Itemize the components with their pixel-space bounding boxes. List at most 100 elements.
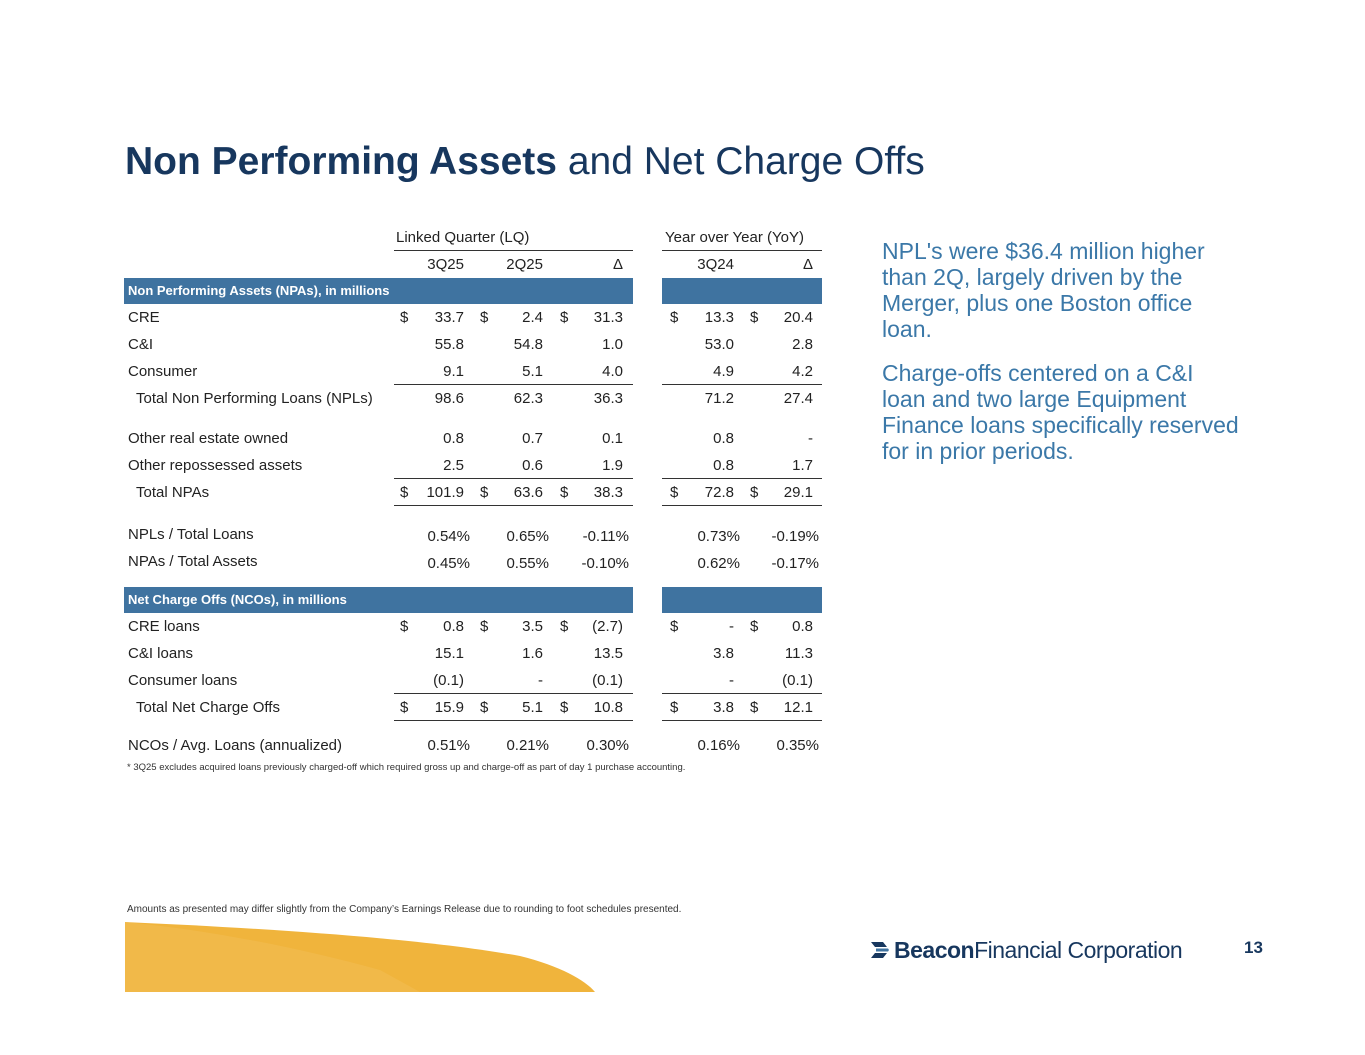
nco-row-dollar-c5-0: $ bbox=[750, 618, 759, 635]
nco-row-value-c1-0: 0.8 bbox=[443, 618, 464, 635]
nco-section-band-yoy bbox=[662, 587, 822, 613]
nco-row-value-c3-0: (2.7) bbox=[592, 618, 623, 635]
logo-text: BeaconFinancial Corporation bbox=[894, 936, 1183, 963]
nco-row-value-c2-2: - bbox=[538, 672, 543, 689]
ratio-value-c2-0: 0.65% bbox=[506, 528, 549, 545]
nco-row-value-c4-4: 0.16% bbox=[697, 737, 740, 754]
footnote: * 3Q25 excludes acquired loans previousl… bbox=[127, 762, 686, 773]
ratio-value-c3-1: -0.10% bbox=[581, 555, 629, 572]
nco-row-dollar-c2-3: $ bbox=[480, 699, 489, 716]
nco-section-band-label: Net Charge Offs (NCOs), in millions bbox=[128, 592, 347, 607]
npa-row-value-c1-3: 98.6 bbox=[434, 390, 464, 407]
npa-row-label-0: CRE bbox=[128, 309, 160, 326]
nco-row-value-c3-3: 10.8 bbox=[593, 699, 623, 716]
side-paragraph-chargeoffs: Charge-offs centered on a C&I loan and t… bbox=[882, 360, 1239, 464]
npa-row-label-6: Total NPAs bbox=[136, 484, 210, 501]
nco-row-value-c1-1: 15.1 bbox=[434, 645, 464, 662]
npa-row-dollar-c1-6: $ bbox=[400, 484, 409, 501]
npa-row-value-c4-3: 71.2 bbox=[704, 390, 734, 407]
ratio-value-c2-1: 0.55% bbox=[506, 555, 549, 572]
page-number: 13 bbox=[1244, 938, 1263, 957]
nco-row-value-c1-2: (0.1) bbox=[433, 672, 464, 689]
nco-row-value-c5-4: 0.35% bbox=[776, 737, 819, 754]
nco-row-value-c4-1: 3.8 bbox=[713, 645, 734, 662]
npa-row-value-c5-4: - bbox=[808, 430, 813, 447]
nco-row-label-2: Consumer loans bbox=[128, 672, 238, 689]
nco-row-dollar-c4-3: $ bbox=[670, 699, 679, 716]
nco-row-dollar-c3-3: $ bbox=[560, 699, 569, 716]
side-paragraph-npl: NPL's were $36.4 million higher than 2Q,… bbox=[882, 238, 1205, 342]
npa-row-dollar-c4-6: $ bbox=[670, 484, 679, 501]
header-linked-quarter: Linked Quarter (LQ) bbox=[396, 229, 530, 246]
nco-row-dollar-c1-3: $ bbox=[400, 699, 409, 716]
ratio-value-c5-0: -0.19% bbox=[771, 528, 819, 545]
nco-row-value-c4-3: 3.8 bbox=[713, 699, 734, 716]
col-header-2q25: 2Q25 bbox=[506, 256, 543, 273]
divider-line bbox=[394, 693, 633, 694]
company-logo: BeaconFinancial Corporation bbox=[870, 935, 1183, 965]
npa-row-value-c5-2: 4.2 bbox=[792, 363, 813, 380]
nco-row-label-3: Total Net Charge Offs bbox=[136, 699, 280, 716]
npa-row-value-c3-5: 1.9 bbox=[602, 457, 623, 474]
nco-row-value-c1-3: 15.9 bbox=[434, 699, 464, 716]
npa-row-value-c4-0: 13.3 bbox=[704, 309, 734, 326]
nco-row-value-c2-1: 1.6 bbox=[522, 645, 543, 662]
nco-row-value-c5-1: 11.3 bbox=[784, 645, 813, 662]
npa-row-dollar-c2-0: $ bbox=[480, 309, 489, 326]
npa-row-value-c5-1: 2.8 bbox=[792, 336, 813, 353]
ratio-value-c1-1: 0.45% bbox=[427, 555, 470, 572]
npa-row-value-c2-0: 2.4 bbox=[522, 309, 543, 326]
npa-row-value-c5-3: 27.4 bbox=[783, 390, 813, 407]
npa-row-label-5: Other repossessed assets bbox=[128, 457, 303, 474]
divider-line bbox=[394, 384, 633, 385]
ratio-value-c4-0: 0.73% bbox=[697, 528, 740, 545]
npa-row-dollar-c5-0: $ bbox=[750, 309, 759, 326]
npa-row-value-c2-3: 62.3 bbox=[513, 390, 543, 407]
npa-row-value-c2-4: 0.7 bbox=[522, 430, 543, 447]
ratio-label-1: NPAs / Total Assets bbox=[128, 553, 258, 570]
divider-line bbox=[394, 505, 633, 506]
ratio-value-c3-0: -0.11% bbox=[582, 528, 629, 545]
divider-line bbox=[394, 478, 633, 479]
nco-row-dollar-c4-0: $ bbox=[670, 618, 679, 635]
disclaimer: Amounts as presented may differ slightly… bbox=[127, 904, 682, 915]
npa-row-value-c3-3: 36.3 bbox=[593, 390, 623, 407]
divider-line bbox=[662, 505, 822, 506]
col-header-3q25: 3Q25 bbox=[427, 256, 464, 273]
nco-row-dollar-c2-0: $ bbox=[480, 618, 489, 635]
npa-row-label-1: C&I bbox=[128, 336, 154, 353]
npa-row-label-3: Total Non Performing Loans (NPLs) bbox=[136, 390, 373, 407]
col-header-delta-lq: Δ bbox=[612, 256, 623, 273]
npa-row-dollar-c4-0: $ bbox=[670, 309, 679, 326]
ratio-value-c5-1: -0.17% bbox=[771, 555, 819, 572]
nco-row-dollar-c1-0: $ bbox=[400, 618, 409, 635]
header-yoy-underline bbox=[662, 250, 822, 251]
header-year-over-year: Year over Year (YoY) bbox=[665, 229, 804, 246]
npa-row-value-c3-6: 38.3 bbox=[593, 484, 623, 501]
divider-line bbox=[394, 720, 633, 721]
page-title: Non Performing Assets and Net Charge Off… bbox=[125, 140, 925, 184]
npa-row-dollar-c2-6: $ bbox=[480, 484, 489, 501]
npa-row-dollar-c1-0: $ bbox=[400, 309, 409, 326]
nco-row-value-c2-4: 0.21% bbox=[506, 737, 549, 754]
npa-row-label-4: Other real estate owned bbox=[128, 430, 289, 447]
nco-row-value-c2-3: 5.1 bbox=[522, 699, 543, 716]
npa-row-value-c1-0: 33.7 bbox=[434, 309, 464, 326]
nco-row-value-c3-1: 13.5 bbox=[593, 645, 623, 662]
nco-row-value-c4-0: - bbox=[729, 618, 734, 635]
npa-row-value-c3-0: 31.3 bbox=[593, 309, 623, 326]
ratio-value-c4-1: 0.62% bbox=[697, 555, 740, 572]
npa-row-value-c2-6: 63.6 bbox=[513, 484, 543, 501]
divider-line bbox=[662, 384, 822, 385]
ratio-value-c1-0: 0.54% bbox=[427, 528, 470, 545]
npa-row-value-c2-2: 5.1 bbox=[522, 363, 543, 380]
nco-row-value-c3-4: 0.30% bbox=[586, 737, 629, 754]
npa-row-value-c1-1: 55.8 bbox=[434, 336, 464, 353]
npa-section-band-label: Non Performing Assets (NPAs), in million… bbox=[128, 283, 390, 298]
npa-row-dollar-c3-0: $ bbox=[560, 309, 569, 326]
nco-row-value-c5-2: (0.1) bbox=[782, 672, 813, 689]
nco-row-label-4: NCOs / Avg. Loans (annualized) bbox=[128, 737, 343, 754]
npa-row-value-c5-0: 20.4 bbox=[783, 309, 813, 326]
npa-row-value-c2-1: 54.8 bbox=[513, 336, 543, 353]
nco-row-value-c4-2: - bbox=[729, 672, 734, 689]
